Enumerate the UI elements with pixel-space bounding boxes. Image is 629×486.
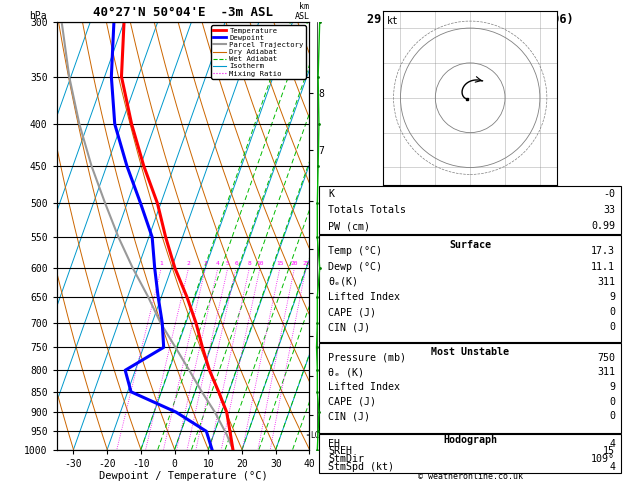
Text: 10: 10 (256, 261, 264, 266)
Text: Lifted Index: Lifted Index (328, 292, 401, 302)
Text: 9: 9 (609, 292, 615, 302)
Text: 15: 15 (603, 446, 615, 456)
Text: 29.04.2024  06GMT  (Base: 06): 29.04.2024 06GMT (Base: 06) (367, 13, 574, 26)
Text: kt: kt (387, 16, 398, 26)
Text: LCL: LCL (311, 431, 325, 439)
Text: PW (cm): PW (cm) (328, 221, 370, 231)
Text: CAPE (J): CAPE (J) (328, 307, 376, 317)
Text: 109°: 109° (591, 454, 615, 464)
Text: 8: 8 (247, 261, 251, 266)
Text: 4: 4 (609, 438, 615, 449)
Text: StmSpd (kt): StmSpd (kt) (328, 462, 394, 472)
Text: θₑ (K): θₑ (K) (328, 367, 364, 378)
Text: Totals Totals: Totals Totals (328, 205, 406, 215)
Text: Dewp (°C): Dewp (°C) (328, 261, 382, 272)
Text: 6: 6 (234, 261, 238, 266)
Text: 25: 25 (302, 261, 309, 266)
Text: Surface: Surface (449, 240, 491, 250)
Text: 4: 4 (216, 261, 220, 266)
Bar (319, 343, 621, 433)
Bar (319, 186, 621, 234)
Text: 2: 2 (187, 261, 191, 266)
Text: 4: 4 (609, 462, 615, 472)
Text: Lifted Index: Lifted Index (328, 382, 401, 392)
Text: Hodograph: Hodograph (443, 434, 497, 445)
Text: hPa: hPa (29, 11, 47, 21)
Text: 0: 0 (609, 412, 615, 421)
Text: 750: 750 (597, 353, 615, 363)
Bar (319, 235, 621, 342)
Text: 311: 311 (597, 367, 615, 378)
Text: km
ASL: km ASL (294, 1, 309, 21)
Text: Temp (°C): Temp (°C) (328, 246, 382, 257)
Text: 0: 0 (609, 307, 615, 317)
Title: 40°27'N 50°04'E  -3m ASL: 40°27'N 50°04'E -3m ASL (93, 6, 273, 19)
X-axis label: Dewpoint / Temperature (°C): Dewpoint / Temperature (°C) (99, 471, 267, 481)
Text: -0: -0 (603, 189, 615, 199)
Text: 5: 5 (226, 261, 230, 266)
Text: 33: 33 (603, 205, 615, 215)
Text: CAPE (J): CAPE (J) (328, 397, 376, 407)
Text: K: K (328, 189, 335, 199)
Text: StmDir: StmDir (328, 454, 364, 464)
Text: 0.99: 0.99 (591, 221, 615, 231)
Legend: Temperature, Dewpoint, Parcel Trajectory, Dry Adiabat, Wet Adiabat, Isotherm, Mi: Temperature, Dewpoint, Parcel Trajectory… (211, 25, 306, 79)
Text: θₑ(K): θₑ(K) (328, 277, 359, 287)
Text: CIN (J): CIN (J) (328, 412, 370, 421)
Bar (319, 434, 621, 473)
Text: 0: 0 (609, 322, 615, 332)
Text: 1: 1 (159, 261, 163, 266)
Y-axis label: Mixing Ratio (g/kg): Mixing Ratio (g/kg) (329, 188, 338, 283)
Text: 15: 15 (276, 261, 284, 266)
Text: CIN (J): CIN (J) (328, 322, 370, 332)
Text: Pressure (mb): Pressure (mb) (328, 353, 406, 363)
Text: 11.1: 11.1 (591, 261, 615, 272)
Text: 311: 311 (597, 277, 615, 287)
Text: SREH: SREH (328, 446, 352, 456)
Text: 9: 9 (609, 382, 615, 392)
Text: Most Unstable: Most Unstable (431, 347, 509, 357)
Text: 17.3: 17.3 (591, 246, 615, 257)
Text: 20: 20 (291, 261, 298, 266)
Text: 3: 3 (204, 261, 208, 266)
Text: © weatheronline.co.uk: © weatheronline.co.uk (418, 472, 523, 481)
Text: EH: EH (328, 438, 340, 449)
Text: 0: 0 (609, 397, 615, 407)
